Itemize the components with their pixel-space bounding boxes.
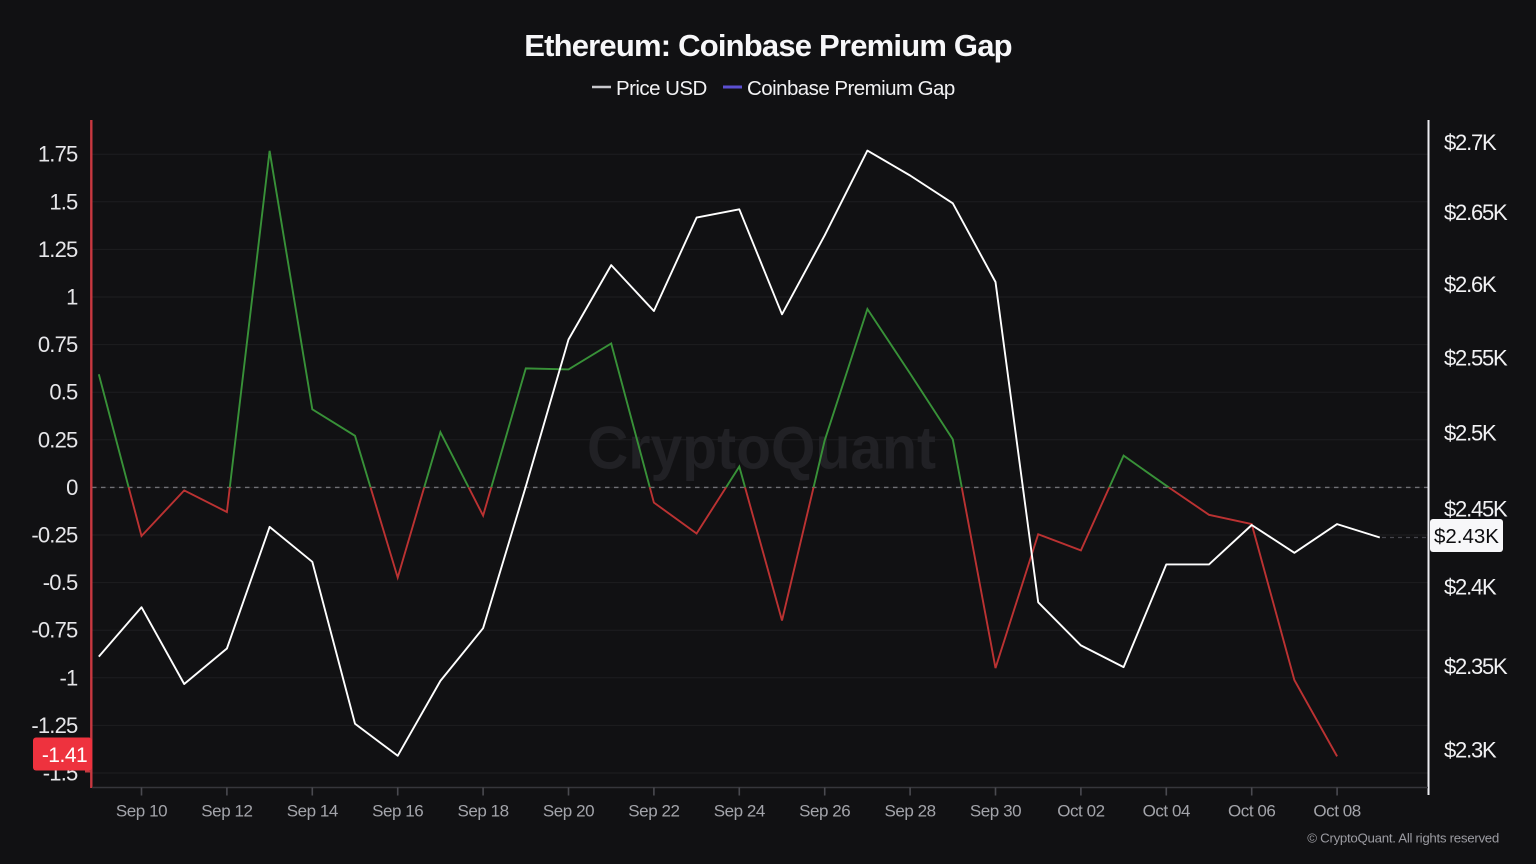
svg-text:$2.45K: $2.45K: [1444, 497, 1508, 522]
svg-text:Sep 14: Sep 14: [287, 802, 338, 821]
svg-text:1.5: 1.5: [49, 189, 78, 214]
svg-text:$2.7K: $2.7K: [1444, 130, 1497, 155]
svg-text:1: 1: [66, 285, 78, 310]
svg-text:Ethereum: Coinbase Premium Gap: Ethereum: Coinbase Premium Gap: [524, 28, 1012, 63]
svg-text:Sep 16: Sep 16: [372, 802, 423, 821]
svg-text:Sep 24: Sep 24: [714, 802, 765, 821]
svg-text:-0.25: -0.25: [31, 523, 78, 548]
svg-text:$2.55K: $2.55K: [1444, 345, 1508, 370]
svg-text:$2.43K: $2.43K: [1434, 525, 1499, 548]
svg-text:Price USD: Price USD: [616, 77, 707, 100]
svg-text:Sep 18: Sep 18: [458, 802, 509, 821]
svg-text:$2.35K: $2.35K: [1444, 654, 1508, 679]
svg-text:$2.6K: $2.6K: [1444, 272, 1497, 297]
svg-text:© CryptoQuant. All rights rese: © CryptoQuant. All rights reserved: [1307, 831, 1499, 846]
svg-text:0.25: 0.25: [38, 427, 78, 452]
svg-text:Oct 06: Oct 06: [1228, 802, 1275, 821]
svg-text:0.5: 0.5: [49, 380, 78, 405]
svg-text:-0.75: -0.75: [31, 618, 78, 643]
svg-text:Sep 10: Sep 10: [116, 802, 167, 821]
svg-text:Oct 02: Oct 02: [1057, 802, 1104, 821]
svg-text:Oct 08: Oct 08: [1313, 802, 1360, 821]
svg-text:Sep 22: Sep 22: [628, 802, 679, 821]
svg-text:0: 0: [66, 475, 78, 500]
svg-text:1.75: 1.75: [38, 142, 78, 167]
svg-text:$2.5K: $2.5K: [1444, 421, 1497, 446]
svg-text:-0.5: -0.5: [43, 570, 78, 595]
svg-text:Sep 20: Sep 20: [543, 802, 594, 821]
svg-text:$2.4K: $2.4K: [1444, 575, 1497, 600]
svg-text:Oct 04: Oct 04: [1143, 802, 1190, 821]
svg-text:-1.25: -1.25: [31, 713, 78, 738]
svg-text:Coinbase Premium Gap: Coinbase Premium Gap: [747, 77, 955, 100]
svg-text:-1.41: -1.41: [42, 744, 87, 767]
svg-text:Sep 28: Sep 28: [885, 802, 936, 821]
svg-text:$2.65K: $2.65K: [1444, 200, 1508, 225]
svg-text:Sep 26: Sep 26: [799, 802, 850, 821]
svg-text:$2.3K: $2.3K: [1444, 738, 1497, 763]
svg-text:Sep 30: Sep 30: [970, 802, 1021, 821]
svg-text:Sep 12: Sep 12: [201, 802, 252, 821]
svg-text:1.25: 1.25: [38, 237, 78, 262]
svg-text:0.75: 0.75: [38, 332, 78, 357]
svg-text:-1: -1: [60, 665, 79, 690]
